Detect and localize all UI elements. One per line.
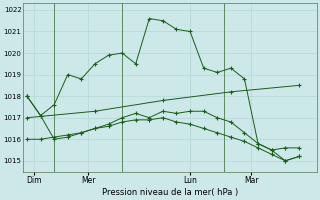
X-axis label: Pression niveau de la mer( hPa ): Pression niveau de la mer( hPa ) — [101, 188, 238, 197]
